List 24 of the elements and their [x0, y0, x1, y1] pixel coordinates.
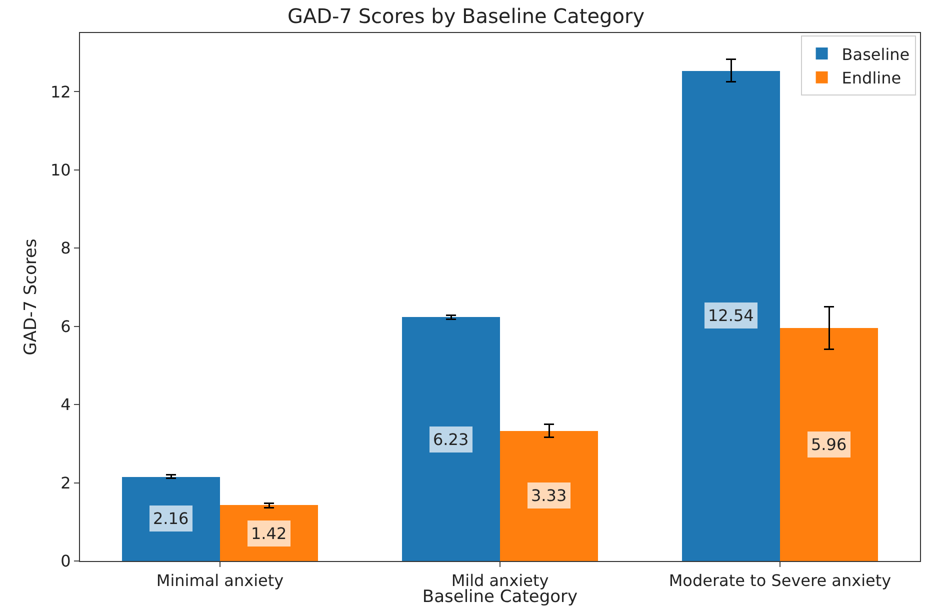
- y-tick-label: 2: [60, 473, 71, 492]
- data-label: 3.33: [531, 486, 567, 505]
- data-label: 6.23: [433, 430, 469, 449]
- bar: [682, 71, 780, 561]
- legend-label: Baseline: [842, 44, 910, 64]
- x-tick-label: Minimal anxiety: [156, 571, 284, 590]
- data-label: 12.54: [708, 306, 754, 325]
- y-tick-label: 0: [60, 552, 71, 571]
- data-label: 5.96: [811, 435, 847, 454]
- y-tick-label: 10: [50, 160, 71, 180]
- legend-label: Endline: [842, 68, 902, 88]
- y-tick-label: 8: [60, 238, 71, 258]
- bar: [402, 317, 500, 561]
- data-label: 1.42: [251, 524, 287, 543]
- y-tick-label: 12: [50, 82, 71, 102]
- y-tick-label: 6: [60, 316, 71, 336]
- x-tick-label: Mild anxiety: [451, 571, 549, 590]
- x-tick-label: Moderate to Severe anxiety: [668, 571, 892, 590]
- bar: [500, 431, 598, 561]
- y-tick-label: 4: [60, 395, 71, 414]
- data-label: 2.16: [153, 509, 189, 528]
- chart-title: GAD-7 Scores by Baseline Category: [287, 4, 645, 28]
- y-axis-title: GAD-7 Scores: [21, 238, 41, 356]
- bar: [780, 328, 878, 561]
